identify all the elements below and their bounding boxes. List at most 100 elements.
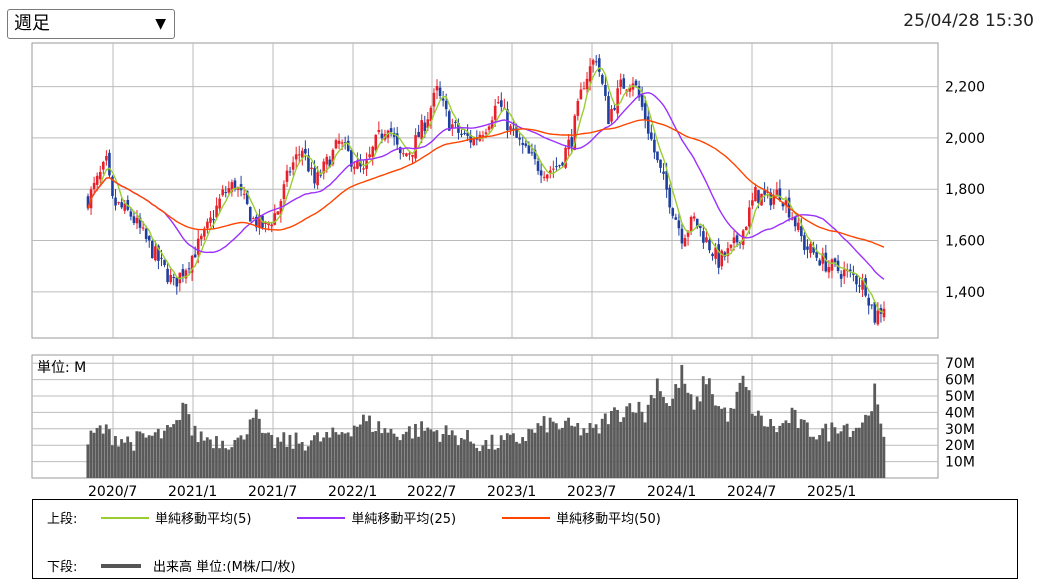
volume-bar (609, 410, 613, 478)
legend: 上段: 単純移動平均(5) 単純移動平均(25) 単純移動平均(50) 下段: … (32, 499, 1018, 579)
candle-body (634, 80, 638, 86)
period-select[interactable]: 週足 ▼ (7, 9, 175, 39)
candle-body (717, 244, 720, 268)
volume-bar (493, 449, 497, 478)
volume-tick-label: 50M (945, 389, 975, 405)
volume-bar (490, 434, 494, 478)
candle-body (821, 253, 825, 264)
volume-bar (579, 435, 583, 478)
candle-body (120, 202, 123, 208)
candle-body (86, 196, 90, 209)
x-tick-label: 2024/1 (647, 484, 696, 500)
volume-bar (677, 387, 681, 478)
volume-bar (420, 421, 423, 478)
candle-body (346, 140, 350, 151)
candle-body (460, 133, 463, 136)
candle-body (870, 304, 874, 306)
volume-bar (594, 424, 598, 478)
candle-body (484, 132, 488, 135)
volume-bar (322, 437, 326, 478)
candle-body (873, 301, 877, 323)
volume-bar (756, 410, 760, 478)
candle-body (377, 129, 381, 133)
candle-body (150, 241, 154, 259)
candle-body (114, 197, 117, 206)
volume-bar (793, 409, 797, 478)
volume-bar (606, 424, 610, 478)
volume-bar (254, 409, 258, 478)
volume-bar (499, 435, 503, 478)
candle-body (141, 227, 145, 229)
candle-body (708, 239, 711, 251)
volume-bar (882, 436, 886, 478)
volume-bar (343, 433, 347, 478)
candle-body (245, 190, 249, 205)
volume-bar (169, 427, 172, 478)
volume-bar (695, 396, 699, 478)
volume-bar (156, 428, 160, 478)
candle-body (203, 228, 206, 237)
volume-bar (692, 409, 696, 478)
volume-bar (303, 450, 307, 478)
volume-bar (355, 426, 359, 478)
volume-bar (848, 436, 852, 478)
legend-label-sma25: 単純移動平均(25) (351, 512, 457, 527)
volume-tick-label: 20M (945, 438, 975, 454)
volume-bar (401, 434, 405, 478)
volume-bar (622, 417, 626, 478)
candle-body (573, 115, 577, 150)
candle-body (258, 214, 261, 228)
candle-body (359, 161, 362, 167)
candle-body (313, 168, 316, 184)
volume-bar (466, 430, 469, 478)
candle-body (558, 165, 561, 167)
candle-body (591, 60, 595, 65)
volume-bar (778, 425, 782, 478)
volume-bar (101, 433, 105, 478)
candle-body (487, 126, 491, 130)
volume-bar (273, 448, 277, 478)
axis-labels: 2020/7 2021/1 2021/7 2022/1 2022/7 2023/1 2023… (37, 80, 985, 500)
candle-body (628, 87, 632, 92)
candle-body (763, 190, 766, 195)
volume-bar (729, 407, 733, 478)
volume-bar (784, 420, 788, 478)
volume-bar (374, 431, 378, 478)
volume-tick-label: 70M (945, 356, 975, 372)
volume-bar (380, 433, 384, 478)
volume-bar (172, 424, 176, 478)
volume-bar (218, 448, 221, 478)
volume-bar (861, 422, 864, 478)
candle-body (506, 109, 509, 131)
volume-bar (248, 419, 252, 478)
volume-bar (444, 425, 448, 478)
candle-body (545, 174, 549, 179)
volume-bar (279, 441, 283, 478)
volume-bar (744, 386, 748, 478)
volume-bar (208, 439, 212, 478)
legend-swatch-sma5 (101, 516, 149, 519)
volume-bar (224, 448, 228, 478)
legend-label-sma5: 単純移動平均(5) (155, 512, 252, 527)
candle-body (604, 84, 607, 96)
candle-body (138, 217, 142, 228)
volume-bar (110, 445, 114, 478)
volume-bar (839, 431, 843, 478)
volume-bar (107, 429, 111, 478)
candle-body (129, 211, 133, 217)
candle-body (273, 213, 277, 225)
candle-body (144, 228, 148, 239)
volume-bar (389, 428, 393, 478)
volume-bar (668, 405, 671, 478)
volume-bars (86, 364, 886, 478)
candle-body (533, 149, 537, 160)
candle-body (466, 132, 469, 136)
volume-bar (129, 442, 133, 478)
candle-body (800, 226, 803, 237)
candle-body (380, 133, 384, 139)
volume-bar (704, 384, 708, 478)
y-tick-label: 1,400 (945, 285, 985, 301)
volume-bar (646, 404, 650, 478)
volume-bar (349, 436, 353, 478)
volume-bar (763, 426, 766, 478)
